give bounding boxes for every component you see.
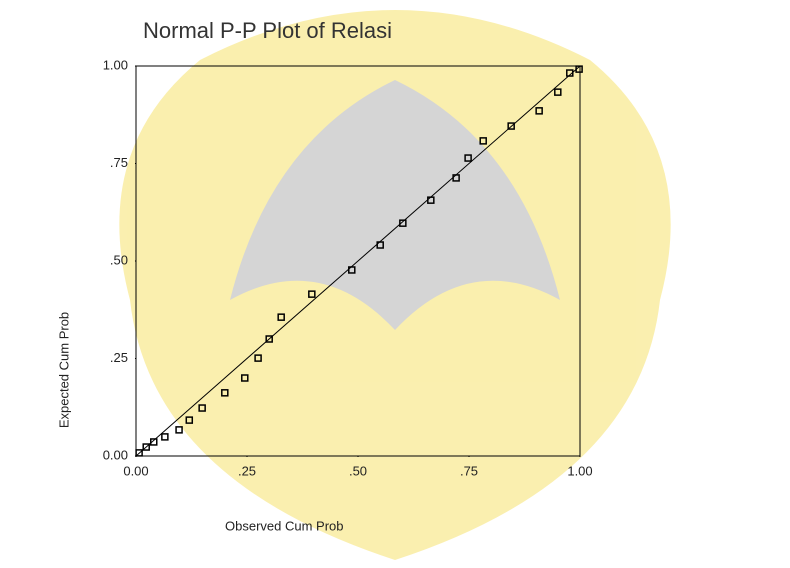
point [162, 434, 168, 440]
y-axis-label: Expected Cum Prob [56, 312, 71, 428]
page: {"chart_data": {"type": "scatter", "titl… [0, 0, 790, 568]
point [176, 427, 182, 433]
y-tick-label: .75 [110, 155, 128, 170]
x-tick-label: .75 [460, 463, 478, 478]
x-tick-label: .25 [238, 463, 256, 478]
chart-title: Normal P-P Plot of Relasi [143, 18, 392, 43]
x-tick-label: 1.00 [567, 463, 592, 478]
x-axis-label: Observed Cum Prob [225, 518, 344, 533]
y-tick-label: .50 [110, 252, 128, 267]
chart: Normal P-P Plot of Relasi Observed Cum P… [0, 0, 790, 568]
y-tick-label: 1.00 [103, 57, 128, 72]
y-tick-label: 0.00 [103, 447, 128, 462]
x-tick-label: 0.00 [123, 463, 148, 478]
y-tick-label: .25 [110, 350, 128, 365]
x-tick-label: .50 [349, 463, 367, 478]
